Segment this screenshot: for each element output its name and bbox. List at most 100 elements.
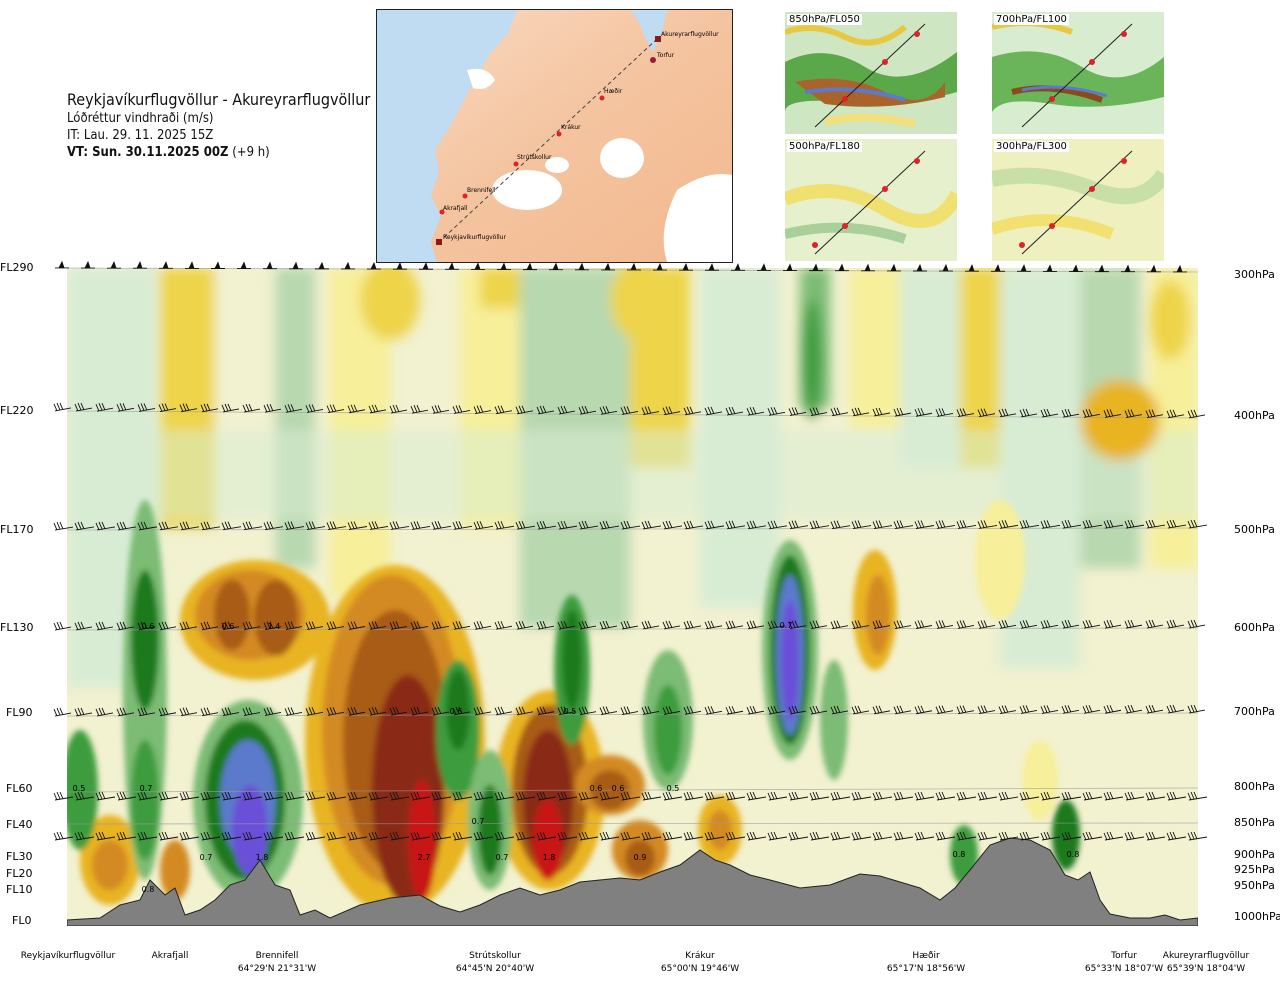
wind-barb bbox=[956, 831, 977, 841]
field-core bbox=[131, 740, 159, 860]
value-label: 0.6 bbox=[222, 622, 235, 631]
wind-barb bbox=[731, 263, 745, 271]
map-label: Brennifell bbox=[467, 187, 496, 194]
wind-barb bbox=[179, 621, 198, 631]
wind-barb bbox=[956, 791, 977, 801]
wind-barb bbox=[221, 791, 242, 801]
wind-barb bbox=[137, 707, 156, 717]
wind-barb bbox=[158, 521, 179, 531]
wind-barb bbox=[830, 791, 851, 801]
location-name: Akureyrarflugvöllur bbox=[1162, 951, 1250, 961]
wind-barb bbox=[1040, 791, 1061, 801]
value-label: 0.5 bbox=[667, 784, 680, 793]
wind-barb bbox=[704, 406, 723, 416]
wind-barb bbox=[200, 403, 219, 413]
wind-barb bbox=[998, 705, 1017, 714]
location-name: Torfur bbox=[1111, 951, 1137, 961]
wind-barb bbox=[95, 707, 114, 717]
wind-barb bbox=[1124, 619, 1143, 629]
valid-time: VT: Sun. 30.11.2025 00Z (+9 h) bbox=[67, 145, 270, 160]
wind-barb bbox=[179, 831, 200, 841]
wind-barb bbox=[326, 791, 347, 801]
wind-barb bbox=[683, 620, 702, 630]
wind-barb bbox=[368, 404, 387, 414]
wind-barb bbox=[704, 706, 723, 715]
wind-barb bbox=[599, 791, 620, 801]
wind-barb bbox=[1082, 705, 1101, 714]
wind-barb bbox=[185, 261, 199, 269]
wind-barb bbox=[133, 261, 147, 269]
wind-barb bbox=[116, 521, 137, 531]
wind-barb bbox=[767, 705, 786, 715]
wind-barb bbox=[347, 621, 366, 630]
wind-barb bbox=[389, 621, 408, 630]
location-name: Brennifell bbox=[255, 951, 299, 961]
wind-barb bbox=[431, 791, 452, 801]
wind-barb bbox=[471, 262, 485, 270]
map-point bbox=[462, 193, 468, 199]
mini-map-label: 850hPa/FL050 bbox=[787, 14, 862, 25]
wind-barb bbox=[473, 521, 494, 530]
field-core bbox=[625, 840, 655, 876]
wind-barb bbox=[851, 831, 872, 841]
wind-barb bbox=[326, 621, 345, 630]
wind-barb bbox=[599, 406, 618, 415]
map-point bbox=[439, 209, 445, 215]
map-label: Torfur bbox=[656, 52, 675, 59]
wind-barb bbox=[662, 620, 681, 630]
wind-barb bbox=[515, 405, 534, 415]
wind-barb bbox=[893, 520, 914, 529]
wind-barb bbox=[620, 620, 639, 630]
wind-barb bbox=[998, 620, 1017, 629]
issue-time: IT: Lau. 29. 11. 2025 15Z bbox=[67, 128, 214, 143]
wind-barb bbox=[956, 705, 975, 715]
field-core bbox=[866, 575, 890, 655]
field-core bbox=[131, 570, 159, 710]
map-route-line bbox=[438, 37, 659, 243]
mini-map-700: 700hPa/FL100 bbox=[992, 12, 1164, 134]
wind-barb bbox=[179, 403, 198, 413]
wind-barb bbox=[473, 791, 494, 801]
wind-barb bbox=[221, 621, 240, 631]
wind-barb bbox=[977, 408, 996, 418]
wind-barb bbox=[1061, 408, 1080, 418]
map-glacier-2 bbox=[600, 138, 644, 178]
wind-barb bbox=[1173, 264, 1187, 273]
wind-barb bbox=[81, 260, 95, 269]
wind-barb bbox=[263, 261, 277, 270]
wind-barb bbox=[1166, 409, 1185, 419]
wind-barb bbox=[452, 405, 471, 414]
wind-barb bbox=[887, 263, 901, 272]
wind-barb bbox=[599, 520, 620, 530]
wind-barb bbox=[367, 261, 381, 270]
wind-barb bbox=[601, 262, 615, 271]
wind-barb bbox=[965, 264, 979, 272]
flight-level-label: FL10 bbox=[6, 883, 33, 896]
map-point bbox=[599, 95, 605, 101]
location-coord: 65°39'N 18°04'W bbox=[1166, 964, 1246, 974]
field-core bbox=[446, 670, 470, 750]
wind-barb bbox=[158, 403, 177, 413]
wind-barb bbox=[368, 621, 387, 630]
wind-barb bbox=[179, 791, 200, 801]
wind-barb bbox=[914, 408, 933, 417]
mini-map-300: 300hPa/FL300 bbox=[992, 139, 1164, 261]
wind-barb bbox=[620, 520, 641, 530]
wind-barb bbox=[599, 831, 620, 841]
value-label: 0.8 bbox=[953, 850, 966, 859]
wind-barb bbox=[977, 705, 996, 715]
wind-barb bbox=[211, 261, 225, 269]
wind-barb bbox=[515, 706, 534, 716]
field-core bbox=[708, 810, 732, 850]
wind-barb bbox=[851, 520, 872, 530]
wind-barb bbox=[305, 521, 326, 531]
field-core bbox=[67, 730, 98, 850]
wind-barb bbox=[851, 705, 870, 715]
field-core bbox=[562, 610, 582, 710]
flight-level-label: FL290 bbox=[0, 261, 34, 274]
wind-barb bbox=[368, 831, 389, 841]
wind-barb bbox=[641, 706, 660, 715]
wind-barb bbox=[557, 520, 578, 530]
wind-barb bbox=[893, 791, 914, 801]
wind-barb bbox=[1166, 704, 1185, 714]
